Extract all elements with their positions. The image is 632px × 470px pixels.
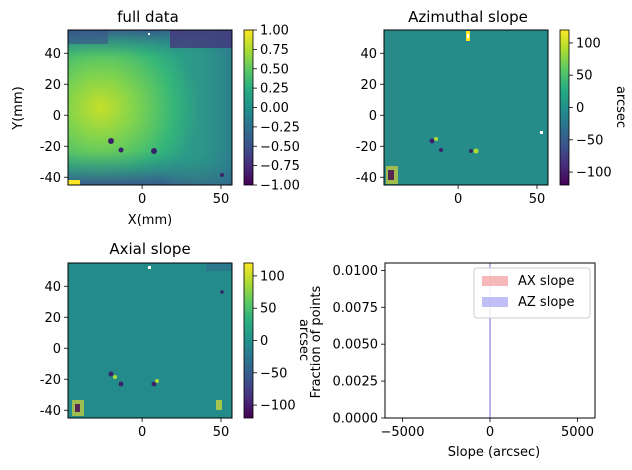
ylabel-histogram: Fraction of points	[309, 285, 324, 398]
y-tick-label: 20	[44, 311, 61, 326]
colorbar-tick-label: 0.75	[260, 43, 289, 58]
colorbar-tick-label: 1.00	[260, 24, 289, 39]
colorbar-tick-label: −50	[260, 366, 287, 381]
y-tick-label: 20	[44, 78, 61, 93]
y-ticks-azimuthal-slope: -40 -20 0 20 40	[356, 47, 384, 186]
panel-histogram: 0.0000 0.0025 0.0050 0.0075 0.0100 −5000 0 500…	[309, 262, 596, 460]
histogram-bars	[489, 263, 491, 418]
heatmap-axial-slope	[68, 263, 232, 418]
title-axial-slope: Axial slope	[109, 240, 190, 258]
y-tick-label: -40	[40, 171, 61, 186]
x-tick-label: −5000	[381, 425, 425, 440]
y-tick-label: -20	[356, 140, 377, 155]
colorbar-axial-slope	[243, 262, 254, 419]
heatmap-azimuthal-slope	[384, 30, 548, 185]
y-tick-label: 0.0000	[333, 412, 379, 427]
x-ticks-full-data: 0 50	[138, 185, 229, 207]
colorbar-tick-label: 50	[260, 302, 277, 317]
colorbar-azimuthal-slope	[559, 29, 570, 186]
y-tick-label: 0.0100	[333, 264, 379, 279]
x-ticks-axial-slope: 0 50	[138, 418, 229, 440]
x-tick-label: 0	[454, 192, 462, 207]
y-tick-label: -20	[40, 373, 61, 388]
title-azimuthal-slope: Azimuthal slope	[408, 8, 528, 26]
x-ticks-azimuthal-slope: 0 50	[454, 185, 545, 207]
axes-frame-azimuthal-slope	[383, 29, 549, 186]
xlabel-histogram: Slope (arcsec)	[448, 445, 540, 460]
x-tick-label: 50	[529, 192, 546, 207]
y-tick-label: -40	[356, 171, 377, 186]
axes-frame-axial-slope	[67, 262, 233, 419]
colorbar-tick-label: −1.00	[260, 179, 300, 194]
x-tick-label: 0	[138, 192, 146, 207]
legend-label-az-slope: AZ slope	[518, 295, 575, 310]
colorbar-full-data	[243, 29, 254, 186]
colorbar-tick-label: −0.50	[260, 140, 300, 155]
y-ticks-full-data: -40 -20 0 20 40	[40, 47, 68, 186]
y-tick-label: 0.0050	[333, 338, 379, 353]
x-ticks-histogram: −5000 0 5000	[381, 418, 594, 440]
xlabel-full-data: X(mm)	[128, 213, 172, 228]
ylabel-full-data: Y(mm)	[11, 86, 26, 130]
colorbar-tick-label: 0.25	[260, 82, 289, 97]
y-tick-label: 20	[360, 78, 377, 93]
colorbar-tick-label: 0.00	[260, 101, 289, 116]
colorbar-tick-label: 100	[260, 269, 285, 284]
colorbar-tick-label: −100	[260, 399, 296, 414]
legend-swatch-ax-slope	[482, 276, 508, 286]
x-tick-label: 50	[213, 192, 230, 207]
colorbar-tick-label: −0.25	[260, 120, 300, 135]
y-tick-label: 40	[44, 280, 61, 295]
colorbar-tick-label: 0.50	[260, 62, 289, 77]
colorbar-tick-label: 0	[576, 101, 584, 116]
histogram-bar-az-slope	[489, 263, 491, 418]
legend-swatch-az-slope	[482, 297, 508, 307]
y-tick-label: 0	[53, 109, 61, 124]
colorbar-tick-label: −50	[576, 133, 603, 148]
y-tick-label: -20	[40, 140, 61, 155]
colorbar-tick-label: −0.75	[260, 159, 300, 174]
legend-label-ax-slope: AX slope	[518, 274, 575, 289]
y-tick-label: 0	[53, 342, 61, 357]
panel-full-data: full data -40 -20 0 20 40 0 50 X(mm) Y(mm) 1.…	[11, 8, 300, 228]
y-tick-label: 0	[369, 109, 377, 124]
colorbar-ticks-azimuthal-slope: 100 50 0 −50 −100	[569, 36, 612, 181]
colorbar-ticks-full-data: 1.00 0.75 0.50 0.25 0.00 −0.25 −0.50 −0.75 −1.00	[253, 24, 300, 194]
y-ticks-histogram: 0.0000 0.0025 0.0050 0.0075 0.0100	[333, 264, 385, 427]
title-full-data: full data	[117, 8, 179, 26]
y-tick-label: 40	[360, 47, 377, 62]
y-tick-label: 0.0025	[333, 375, 379, 390]
x-tick-label: 50	[213, 425, 230, 440]
colorbar-tick-label: 100	[576, 36, 601, 51]
panel-axial-slope: Axial slope -40 -20 0 20 40 0 50 100 50 0 −50 −10…	[40, 240, 311, 440]
x-tick-label: 0	[486, 425, 494, 440]
axes-frame-full-data	[67, 29, 233, 186]
panel-azimuthal-slope: Azimuthal slope -40 -20 0 20 40 0 50 100 50 0 −5…	[356, 8, 628, 207]
colorbar-tick-label: 0	[260, 334, 268, 349]
heatmap-full-data	[68, 30, 232, 185]
colorbar-label-axial-slope: arcsec	[296, 319, 311, 361]
y-tick-label: 0.0075	[333, 301, 379, 316]
legend-histogram: AX slope AZ slope	[473, 267, 591, 319]
y-tick-label: -40	[40, 404, 61, 419]
colorbar-ticks-axial-slope: 100 50 0 −50 −100	[253, 269, 296, 414]
y-ticks-axial-slope: -40 -20 0 20 40	[40, 280, 68, 419]
y-tick-label: 40	[44, 47, 61, 62]
colorbar-tick-label: −100	[576, 166, 612, 181]
x-tick-label: 5000	[561, 425, 594, 440]
x-tick-label: 0	[138, 425, 146, 440]
colorbar-tick-label: 50	[576, 69, 593, 84]
colorbar-label-azimuthal-slope: arcsec	[613, 86, 628, 128]
